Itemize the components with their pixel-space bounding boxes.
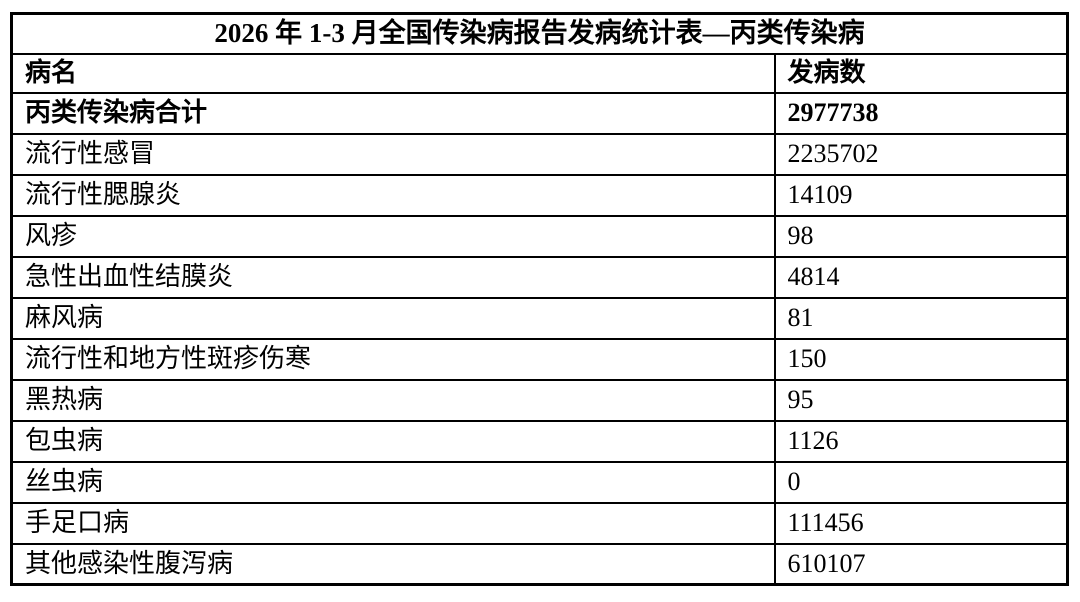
case-count-cell: 14109 <box>773 173 1069 217</box>
total-row: 丙类传染病合计 2977738 <box>10 91 1069 135</box>
disease-name-cell: 丝虫病 <box>10 460 776 504</box>
table-row: 流行性和地方性斑疹伤寒 150 <box>10 337 1069 381</box>
case-count-cell: 150 <box>773 337 1069 381</box>
case-count-cell: 2235702 <box>773 132 1069 176</box>
disease-name-cell: 其他感染性腹泻病 <box>10 542 776 586</box>
table-row: 手足口病 111456 <box>10 501 1069 545</box>
total-row-count: 2977738 <box>773 91 1069 135</box>
table-row: 流行性腮腺炎 14109 <box>10 173 1069 217</box>
disease-name-cell: 麻风病 <box>10 296 776 340</box>
case-count-cell: 98 <box>773 214 1069 258</box>
disease-name-cell: 包虫病 <box>10 419 776 463</box>
case-count-cell: 95 <box>773 378 1069 422</box>
disease-name-cell: 流行性腮腺炎 <box>10 173 776 217</box>
case-count-cell: 81 <box>773 296 1069 340</box>
disease-name-cell: 手足口病 <box>10 501 776 545</box>
table-header-row: 病名 发病数 <box>10 52 1069 94</box>
table-title: 2026 年 1-3 月全国传染病报告发病统计表—丙类传染病 <box>10 12 1069 55</box>
case-count-cell: 1126 <box>773 419 1069 463</box>
table-row: 急性出血性结膜炎 4814 <box>10 255 1069 299</box>
case-count-cell: 610107 <box>773 542 1069 586</box>
table-row: 流行性感冒 2235702 <box>10 132 1069 176</box>
table-row: 包虫病 1126 <box>10 419 1069 463</box>
table-title-row: 2026 年 1-3 月全国传染病报告发病统计表—丙类传染病 <box>10 12 1069 55</box>
total-row-label: 丙类传染病合计 <box>10 91 776 135</box>
case-count-cell: 0 <box>773 460 1069 504</box>
table-row: 麻风病 81 <box>10 296 1069 340</box>
disease-name-cell: 急性出血性结膜炎 <box>10 255 776 299</box>
disease-statistics-table: 2026 年 1-3 月全国传染病报告发病统计表—丙类传染病 病名 发病数 丙类… <box>10 12 1069 586</box>
case-count-cell: 111456 <box>773 501 1069 545</box>
disease-statistics-table-container: 2026 年 1-3 月全国传染病报告发病统计表—丙类传染病 病名 发病数 丙类… <box>10 12 1069 586</box>
disease-name-cell: 风疹 <box>10 214 776 258</box>
col-header-disease-name: 病名 <box>10 52 776 94</box>
disease-name-cell: 流行性和地方性斑疹伤寒 <box>10 337 776 381</box>
disease-name-cell: 黑热病 <box>10 378 776 422</box>
col-header-case-count: 发病数 <box>773 52 1069 94</box>
disease-name-cell: 流行性感冒 <box>10 132 776 176</box>
table-row: 风疹 98 <box>10 214 1069 258</box>
table-row: 丝虫病 0 <box>10 460 1069 504</box>
table-row: 其他感染性腹泻病 610107 <box>10 542 1069 586</box>
case-count-cell: 4814 <box>773 255 1069 299</box>
table-row: 黑热病 95 <box>10 378 1069 422</box>
